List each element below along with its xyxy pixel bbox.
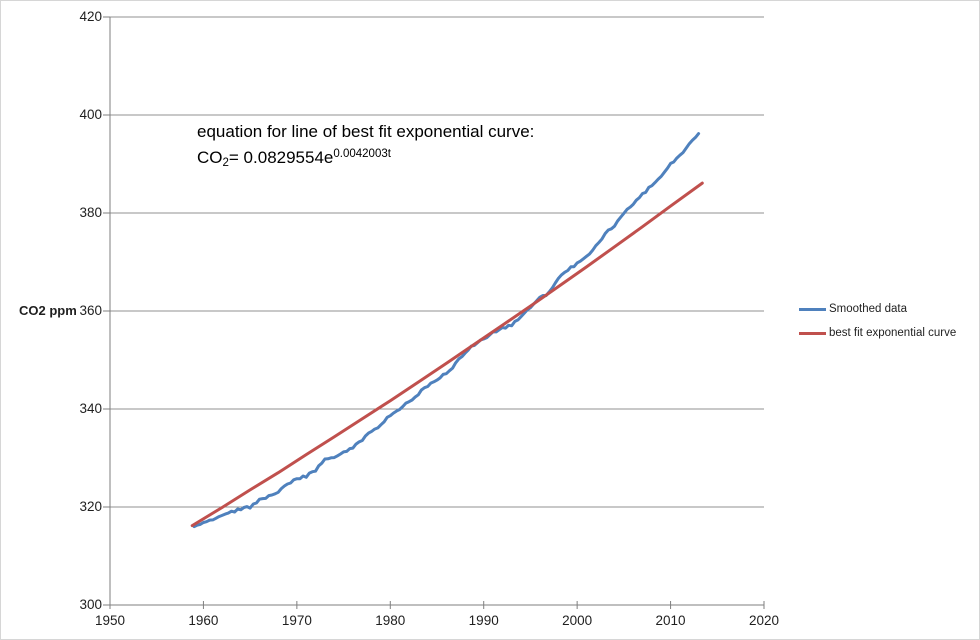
y-tick-label: 360	[79, 303, 102, 318]
series-line-best-fit	[190, 181, 704, 528]
y-tick-label: 300	[79, 597, 102, 612]
equation-line1: equation for line of best fit exponentia…	[197, 122, 535, 141]
equation-coefficient: = 0.0829554e	[228, 148, 334, 167]
equation-subscript: 2	[222, 157, 229, 169]
legend-label-best-fit: best fit exponential curve	[829, 327, 957, 339]
x-tick-label: 1970	[281, 613, 312, 628]
best-fit-line-sample	[799, 331, 826, 335]
series-line-smoothed-data	[192, 132, 701, 529]
equation-line2: CO2= 0.0829554e0.0042003t	[197, 143, 534, 175]
smoothed-data-line-sample	[799, 307, 826, 311]
x-tick-label: 1980	[375, 613, 406, 628]
equation-annotation: equation for line of best fit exponentia…	[197, 120, 534, 175]
y-tick-label: 380	[79, 205, 102, 220]
x-tick-label: 1990	[468, 613, 499, 628]
y-tick-label: 340	[79, 401, 102, 416]
x-tick-label: 2010	[655, 613, 686, 628]
legend-item-best-fit: best fit exponential curve	[799, 321, 956, 345]
legend-item-smoothed-data: Smoothed data	[799, 297, 956, 321]
y-tick-label: 420	[79, 9, 102, 24]
x-tick-label: 2020	[748, 613, 780, 628]
y-tick-label: 320	[79, 499, 102, 514]
equation-co-prefix: CO	[197, 148, 223, 167]
x-tick-label: 1950	[94, 613, 126, 628]
equation-exponent: 0.0042003t	[333, 148, 391, 160]
x-tick-label: 1960	[188, 613, 219, 628]
y-tick-label: 400	[79, 107, 102, 122]
legend-label-smoothed-data: Smoothed data	[829, 303, 908, 315]
y-axis-title: CO2 ppm	[19, 303, 77, 318]
legend: Smoothed data best fit exponential curve	[799, 297, 956, 345]
x-tick-label: 2000	[562, 613, 593, 628]
